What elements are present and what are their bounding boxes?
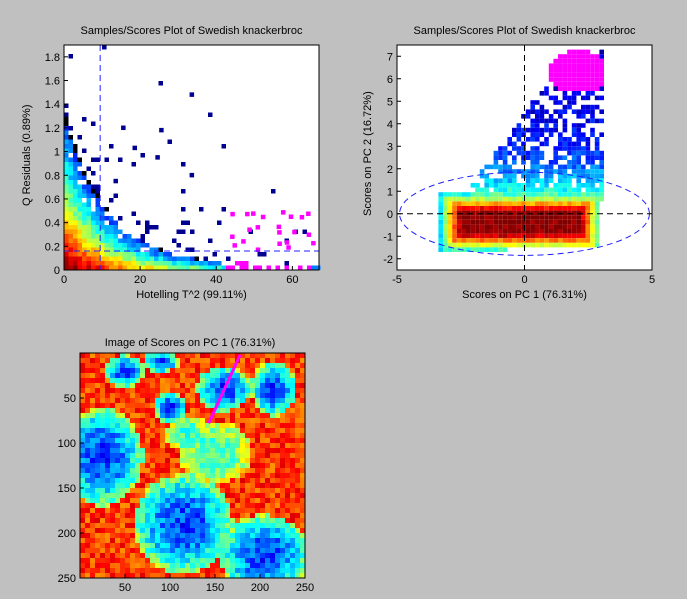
plot1-ytick-label: 0.2 xyxy=(45,241,60,253)
plot2-ytick-label: 3 xyxy=(387,141,393,153)
plot3-title: Image of Scores on PC 1 (76.31%) xyxy=(104,337,276,349)
plot2-ytick-label: 7 xyxy=(387,51,393,63)
plot2-ytick-label: 1 xyxy=(387,186,393,198)
plot1-xtick-label: 40 xyxy=(210,274,222,286)
plot3-highlight-streak xyxy=(207,354,242,424)
plot3-ytick-label: 250 xyxy=(58,573,76,585)
plot1-ytick-label: 1.2 xyxy=(45,123,60,135)
plot2-ytick-label: 4 xyxy=(387,119,393,131)
plot3-xtick-label: 250 xyxy=(296,582,314,594)
plot1-title: Samples/Scores Plot of Swedish knackerbr… xyxy=(80,25,303,37)
plot2-ytick-label: 2 xyxy=(387,164,393,176)
plot3-xtick-label: 100 xyxy=(161,582,179,594)
plot1-ytick-label: 1 xyxy=(54,147,60,159)
plot1-ytick-label: 0.4 xyxy=(45,218,60,230)
plot1-ytick-label: 1.4 xyxy=(45,99,60,111)
plot1-ytick-label: 0 xyxy=(54,265,60,277)
plot3-xtick-label: 150 xyxy=(206,582,224,594)
plot3-xtick-label: 50 xyxy=(119,582,131,594)
plot3-ytick-label: 200 xyxy=(58,528,76,540)
plot3-ytick-label: 150 xyxy=(58,483,76,495)
plot2-xtick-label: 0 xyxy=(521,274,527,286)
plot2-title: Samples/Scores Plot of Swedish knackerbr… xyxy=(413,25,636,37)
plot2-xtick-label: 5 xyxy=(649,274,655,286)
plot3-axes-border xyxy=(79,352,306,579)
plot1-xtick-label: 0 xyxy=(61,274,67,286)
plot1-ytick-label: 0.6 xyxy=(45,194,60,206)
plot1-xtick-label: 20 xyxy=(134,274,146,286)
plot1-xlabel: Hotelling T^2 (99.11%) xyxy=(136,289,247,301)
plot3-image-cells xyxy=(80,353,306,579)
plot2-ytick-label: 0 xyxy=(387,209,393,221)
plot2-ytick-label: -2 xyxy=(383,254,393,266)
plot3-xtick-label: 200 xyxy=(251,582,269,594)
plot1-xtick-label: 60 xyxy=(286,274,298,286)
plot2-ytick-label: -1 xyxy=(383,231,393,243)
plot1-ytick-label: 1.6 xyxy=(45,76,60,88)
plot2-ytick-label: 6 xyxy=(387,74,393,86)
plot2-xlabel: Scores on PC 1 (76.31%) xyxy=(462,289,587,301)
plot2-ylabel: Scores on PC 2 (16.72%) xyxy=(362,91,374,216)
plot3-ytick-label: 100 xyxy=(58,438,76,450)
plot2-ytick-label: 5 xyxy=(387,96,393,108)
plot1-ylabel: Q Residuals (0.89%) xyxy=(21,104,33,207)
plot2-xtick-label: -5 xyxy=(392,274,402,286)
plot1-axes-border xyxy=(63,44,320,271)
plot3-ytick-label: 50 xyxy=(64,393,76,405)
plot1-ytick-label: 0.8 xyxy=(45,170,60,182)
plot1-density-cells xyxy=(64,45,321,270)
plot1-ytick-label: 1.8 xyxy=(45,52,60,64)
